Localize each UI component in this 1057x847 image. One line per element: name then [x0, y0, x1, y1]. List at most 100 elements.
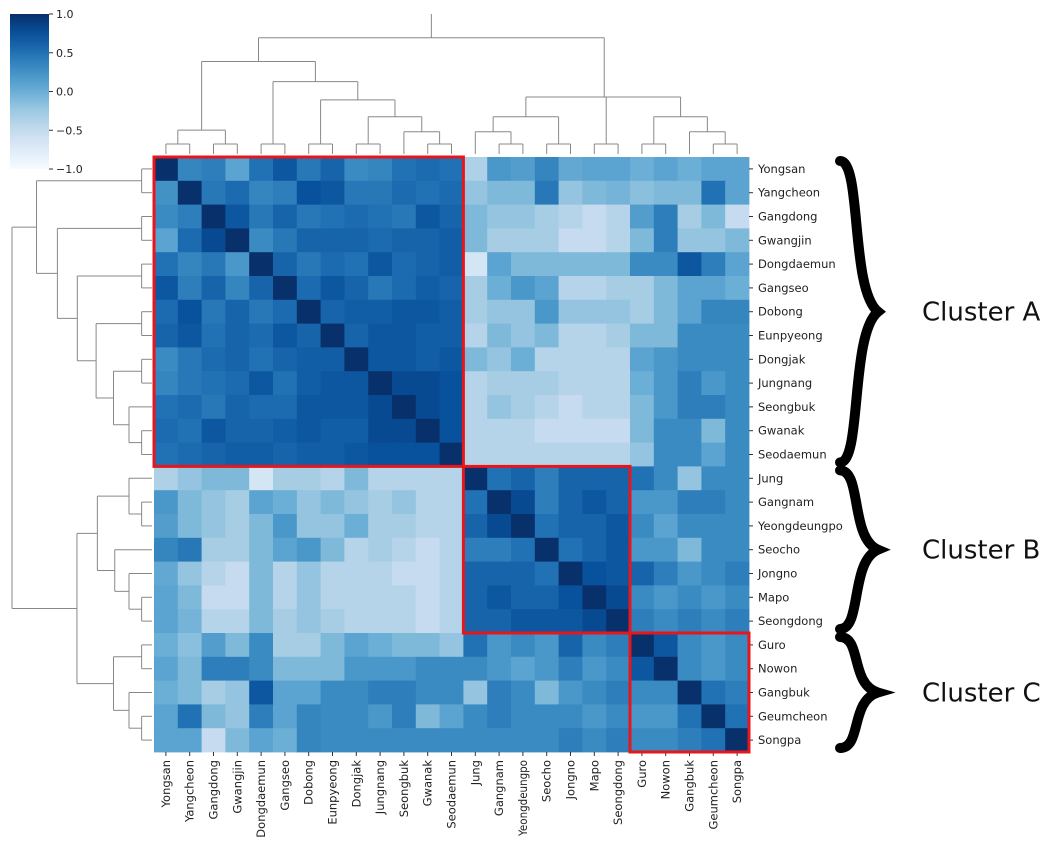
- heatmap-cell-7-24: [725, 323, 750, 348]
- heatmap-cell-24-15: [511, 728, 536, 753]
- heatmap-cell-8-16: [534, 347, 559, 372]
- heatmap-cell-4-1: [177, 252, 202, 277]
- heatmap-cell-23-12: [439, 704, 464, 729]
- heatmap-cell-5-19: [606, 276, 631, 301]
- heatmap-cell-15-15: [511, 514, 536, 539]
- heatmap-cell-8-17: [558, 347, 583, 372]
- heatmap-cell-4-24: [725, 252, 750, 277]
- heatmap-cell-16-21: [653, 537, 678, 562]
- heatmap-cell-11-17: [558, 418, 583, 443]
- column-dendrogram: [165, 14, 738, 154]
- heatmap-cell-9-18: [582, 371, 607, 396]
- heatmap-cell-6-10: [392, 299, 417, 324]
- heatmap-cell-15-23: [701, 514, 726, 539]
- heatmap-cell-17-2: [201, 561, 226, 586]
- row-label-seodaemun: Seodaemun: [758, 448, 827, 462]
- row-label-yeongdeungpo: Yeongdeungpo: [757, 519, 843, 533]
- heatmap-cell-5-18: [582, 276, 607, 301]
- row-label-eunpyeong: Eunpyeong: [758, 329, 823, 343]
- heatmap-cell-3-18: [582, 228, 607, 253]
- col-label-dongjak: Dongjak: [349, 760, 363, 808]
- heatmap-cell-5-14: [487, 276, 512, 301]
- heatmap-cell-5-6: [296, 276, 321, 301]
- brace-icon: [835, 632, 896, 753]
- heatmap-cell-1-1: [177, 180, 202, 205]
- row-label-mapo: Mapo: [758, 590, 789, 604]
- heatmap-cell-8-8: [344, 347, 369, 372]
- cluster-label-cluster-c: Cluster C: [922, 679, 1041, 709]
- heatmap-cell-23-3: [225, 704, 250, 729]
- heatmap-cell-20-18: [582, 633, 607, 658]
- heatmap-cell-2-7: [320, 204, 345, 229]
- heatmap-cell-5-16: [534, 276, 559, 301]
- heatmap-cell-7-18: [582, 323, 607, 348]
- heatmap-cell-16-17: [558, 537, 583, 562]
- heatmap-cell-19-5: [273, 609, 298, 634]
- heatmap-cell-10-22: [677, 395, 702, 420]
- heatmap-cell-12-19: [606, 442, 631, 467]
- heatmap-cell-7-5: [273, 323, 298, 348]
- heatmap-cell-7-23: [701, 323, 726, 348]
- heatmap-cell-23-15: [511, 704, 536, 729]
- heatmap-grid: [154, 157, 750, 753]
- heatmap-cell-18-21: [653, 585, 678, 610]
- heatmap-cell-3-7: [320, 228, 345, 253]
- heatmap-cell-14-14: [487, 490, 512, 515]
- heatmap-cell-19-8: [344, 609, 369, 634]
- heatmap-cell-10-1: [177, 395, 202, 420]
- col-label-gangseo: Gangseo: [278, 760, 292, 811]
- heatmap-cell-9-7: [320, 371, 345, 396]
- heatmap-cell-0-24: [725, 157, 750, 182]
- heatmap-cell-11-23: [701, 418, 726, 443]
- heatmap-cell-11-20: [630, 418, 655, 443]
- heatmap-cell-1-24: [725, 180, 750, 205]
- heatmap-cell-24-22: [677, 728, 702, 753]
- heatmap-cell-6-12: [439, 299, 464, 324]
- heatmap-cell-19-20: [630, 609, 655, 634]
- col-label-seongdong: Seongdong: [611, 760, 625, 825]
- heatmap-cell-21-24: [725, 656, 750, 681]
- row-label-dongdaemun: Dongdaemun: [758, 257, 836, 271]
- heatmap-cell-10-12: [439, 395, 464, 420]
- col-label-seodaemun: Seodaemun: [445, 760, 459, 829]
- heatmap-cell-22-22: [677, 680, 702, 705]
- heatmap-cell-7-14: [487, 323, 512, 348]
- heatmap-cell-11-8: [344, 418, 369, 443]
- heatmap-cell-4-17: [558, 252, 583, 277]
- heatmap-cell-18-18: [582, 585, 607, 610]
- heatmap-cell-3-24: [725, 228, 750, 253]
- heatmap-cell-2-23: [701, 204, 726, 229]
- heatmap-cell-14-9: [368, 490, 393, 515]
- heatmap-cell-7-22: [677, 323, 702, 348]
- heatmap-cell-13-10: [392, 466, 417, 491]
- heatmap-cell-5-24: [725, 276, 750, 301]
- heatmap-cell-5-13: [463, 276, 488, 301]
- heatmap-cell-11-5: [273, 418, 298, 443]
- heatmap-cell-23-5: [273, 704, 298, 729]
- heatmap-cell-2-0: [154, 204, 179, 229]
- heatmap-cell-21-9: [368, 656, 393, 681]
- heatmap-cell-9-20: [630, 371, 655, 396]
- heatmap-cell-21-18: [582, 656, 607, 681]
- heatmap-cell-17-22: [677, 561, 702, 586]
- heatmap-cell-20-3: [225, 633, 250, 658]
- heatmap-cell-21-4: [249, 656, 274, 681]
- heatmap-cell-10-5: [273, 395, 298, 420]
- heatmap-cell-13-23: [701, 466, 726, 491]
- heatmap-cell-0-13: [463, 157, 488, 182]
- heatmap-cell-8-12: [439, 347, 464, 372]
- heatmap-cell-6-8: [344, 299, 369, 324]
- heatmap-cell-22-5: [273, 680, 298, 705]
- heatmap-cell-6-3: [225, 299, 250, 324]
- heatmap-cell-9-10: [392, 371, 417, 396]
- heatmap-cell-24-12: [439, 728, 464, 753]
- heatmap-cell-0-22: [677, 157, 702, 182]
- heatmap-cell-16-23: [701, 537, 726, 562]
- heatmap-cell-20-12: [439, 633, 464, 658]
- heatmap-cell-4-14: [487, 252, 512, 277]
- heatmap-cell-6-16: [534, 299, 559, 324]
- heatmap-cell-16-12: [439, 537, 464, 562]
- heatmap-cell-3-22: [677, 228, 702, 253]
- heatmap-cell-22-11: [415, 680, 440, 705]
- col-label-eunpyeong: Eunpyeong: [326, 760, 340, 825]
